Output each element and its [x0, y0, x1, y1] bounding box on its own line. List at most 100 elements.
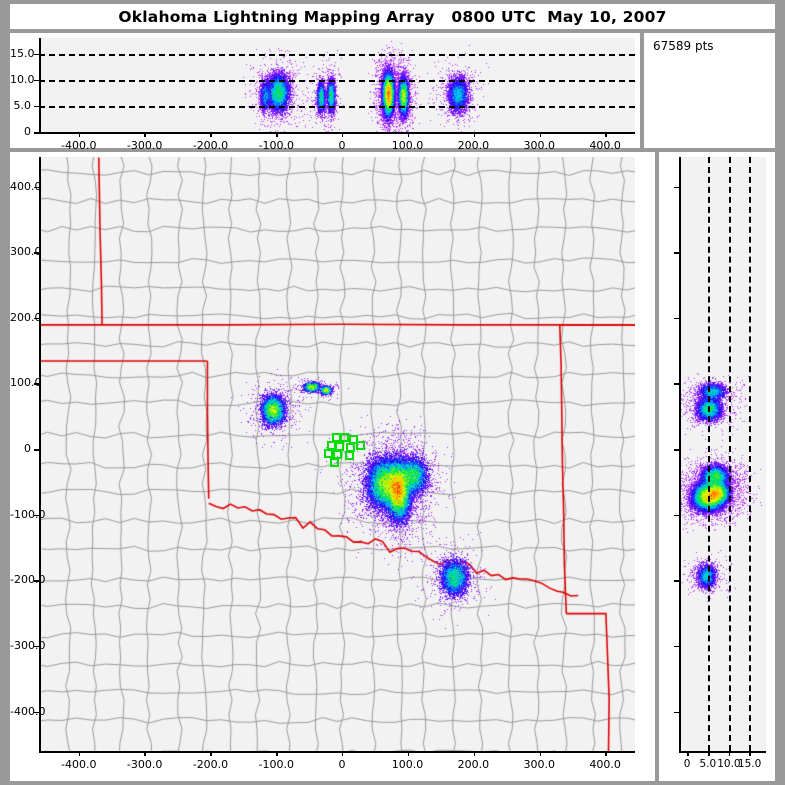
y-tick-3	[34, 383, 39, 385]
y-tick-6	[674, 580, 679, 582]
y-tick-0	[34, 186, 39, 189]
lma-station-marker-4[interactable]	[335, 441, 345, 451]
y-tick-5	[34, 514, 39, 517]
y-tick-2	[34, 317, 39, 320]
x-tick-2	[728, 751, 731, 756]
time-height-plot-area[interactable]	[39, 38, 635, 132]
y-tick-7	[34, 645, 39, 648]
x-tick-label-5: 100.0	[391, 758, 424, 771]
gridline-h-1	[39, 79, 635, 82]
y-tick-1	[34, 105, 39, 108]
x-tick-label-3: 15.0	[737, 758, 762, 770]
y-tick-label-0: 400.0	[10, 179, 42, 193]
x-tick-label-3: -100.0	[258, 758, 295, 771]
x-tick-1	[144, 751, 146, 756]
x-tick-label-7: 300.0	[523, 139, 556, 152]
lma-station-marker-0[interactable]	[331, 432, 341, 442]
x-tick-label-0: -400.0	[61, 758, 97, 771]
y-tick-label-4: 0	[24, 442, 31, 456]
x-tick-label-1: -300.0	[126, 758, 163, 771]
title-panel: Oklahoma Lightning Mapping Array 0800 UT…	[10, 4, 775, 29]
y-tick-2	[34, 79, 39, 82]
x-tick-1	[144, 132, 146, 137]
y-tick-label-8: -400.0	[10, 704, 46, 718]
y-tick-label-0: 0	[24, 125, 31, 138]
page-title: Oklahoma Lightning Mapping Array 0800 UT…	[118, 7, 667, 26]
x-axis-line	[39, 132, 635, 134]
height-latitude-point-cloud	[679, 157, 766, 751]
x-tick-label-8: 400.0	[589, 758, 621, 771]
x-tick-0	[687, 751, 689, 756]
x-axis-line	[39, 751, 635, 753]
plan-view-point-cloud	[39, 157, 635, 751]
gridline-v-0	[708, 157, 710, 751]
x-tick-4	[341, 751, 344, 756]
lma-station-marker-9[interactable]	[345, 451, 355, 461]
x-tick-8	[605, 751, 607, 756]
gridline-v-1	[728, 157, 731, 751]
x-tick-label-2: 10.0	[717, 758, 741, 770]
x-tick-8	[605, 132, 607, 137]
time-height-point-cloud	[39, 38, 635, 132]
time-height-panel: -400.0 -300.0 -200.0 -100.0 0 100.0 200.0 300.0…	[10, 33, 640, 152]
y-axis-line	[39, 38, 41, 132]
point-count-label: 67589 pts	[653, 39, 714, 53]
x-tick-label-6: 200.0	[457, 758, 490, 771]
point-count-panel: 67589 pts	[644, 33, 775, 148]
x-tick-0	[78, 751, 80, 756]
y-tick-8	[674, 711, 679, 714]
y-tick-1	[674, 252, 679, 254]
x-tick-label-4: 0	[338, 139, 346, 152]
y-tick-8	[34, 711, 39, 714]
y-tick-label-5: -100.0	[10, 507, 46, 521]
lma-station-marker-10[interactable]	[330, 458, 340, 468]
x-tick-label-4: 0	[338, 758, 346, 771]
x-tick-2	[210, 751, 212, 756]
y-tick-label-3: 15.0	[10, 46, 35, 60]
y-tick-6	[34, 580, 39, 582]
y-tick-2	[674, 317, 679, 320]
y-axis-line	[679, 157, 681, 751]
x-tick-2	[210, 132, 212, 137]
y-axis-line	[39, 157, 41, 751]
y-tick-4	[674, 449, 679, 451]
lma-station-marker-2[interactable]	[348, 434, 358, 444]
x-tick-label-0: 0	[683, 758, 691, 770]
height-latitude-plot-area[interactable]	[679, 157, 766, 751]
lma-station-marker-7[interactable]	[323, 449, 333, 459]
plan-view-plot-area[interactable]	[39, 157, 635, 751]
y-tick-4	[34, 449, 39, 451]
y-tick-label-6: -200.0	[10, 573, 46, 587]
y-tick-label-1: 300.0	[10, 245, 42, 259]
x-tick-label-0: -400.0	[61, 139, 97, 152]
y-tick-7	[674, 645, 679, 648]
y-tick-1	[34, 252, 39, 254]
y-tick-label-1: 5.0	[13, 98, 32, 112]
y-tick-0	[674, 186, 679, 189]
x-tick-0	[78, 132, 80, 137]
x-tick-label-2: -200.0	[192, 758, 229, 771]
lma-station-marker-6[interactable]	[355, 441, 365, 451]
x-tick-5	[407, 751, 410, 756]
x-tick-5	[407, 132, 410, 137]
x-tick-7	[539, 132, 541, 137]
y-tick-label-2: 200.0	[10, 310, 42, 324]
lma-station-marker-1[interactable]	[340, 433, 350, 443]
x-tick-3	[276, 751, 278, 756]
y-tick-0	[34, 132, 39, 134]
x-tick-label-7: 300.0	[523, 758, 556, 771]
x-tick-1	[708, 751, 710, 756]
y-tick-label-2: 10.0	[10, 72, 35, 86]
x-tick-4	[341, 132, 344, 137]
x-tick-3	[276, 132, 278, 137]
y-tick-label-3: 100.0	[10, 376, 42, 390]
y-tick-label-7: -300.0	[10, 638, 46, 652]
y-tick-3	[674, 383, 679, 385]
x-tick-label-1: -300.0	[126, 139, 163, 152]
x-tick-label-2: -200.0	[192, 139, 229, 152]
x-tick-6	[473, 751, 476, 756]
x-tick-label-3: -100.0	[258, 139, 295, 152]
y-tick-5	[674, 514, 679, 517]
y-tick-3	[34, 53, 39, 56]
